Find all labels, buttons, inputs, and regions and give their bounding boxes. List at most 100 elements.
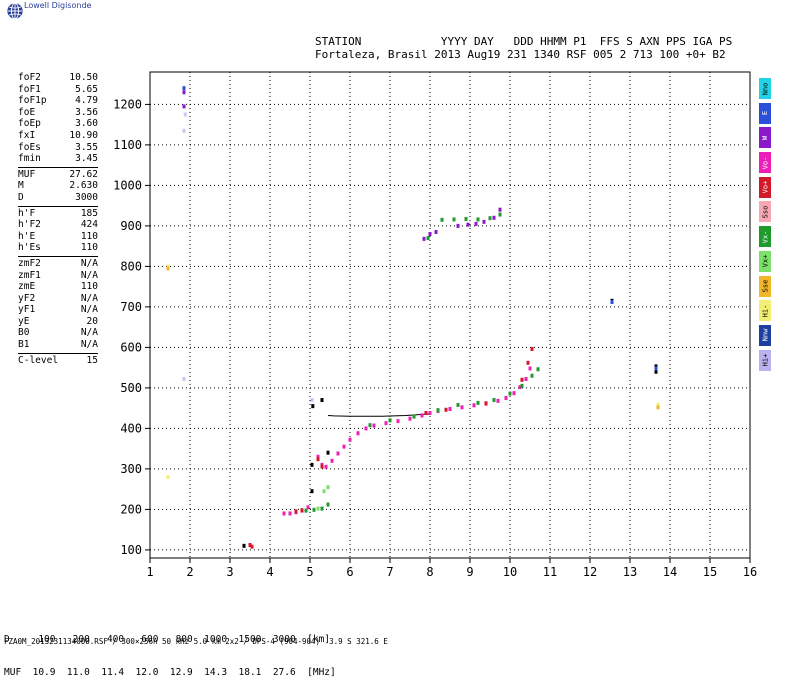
- muf-row: MUF 10.9 11.0 11.4 12.0 12.9 14.3 18.1 2…: [4, 667, 336, 678]
- parameter-value: 3.55: [75, 141, 98, 153]
- ionogram-chart: 1 2 3 4 5 6 7 8 9 10 11 12 13 14 15 1610020030040050060…: [113, 71, 757, 579]
- echo-point: [424, 411, 428, 416]
- echo-point: [476, 217, 480, 222]
- legend-item: Nnw: [759, 324, 771, 346]
- echo-point: [182, 104, 186, 109]
- echo-point: [498, 212, 502, 217]
- echo-point: [183, 112, 187, 117]
- echo-point: [488, 216, 492, 221]
- echo-point: [448, 406, 452, 411]
- x-tick-label: 7: [386, 565, 393, 579]
- x-tick-label: 1: [146, 565, 153, 579]
- legend-label: Vo+: [761, 180, 769, 194]
- digisonde-globe-icon: [7, 2, 23, 20]
- legend-item: Hi-: [759, 300, 771, 322]
- echo-point: [310, 398, 314, 403]
- echo-point: [456, 223, 460, 228]
- echo-point: [530, 347, 534, 352]
- echo-point: [166, 475, 170, 479]
- legend-item: W: [759, 127, 771, 149]
- parameter-name: foEp: [18, 118, 41, 130]
- echo-point: [242, 543, 246, 548]
- parameter-value: 424: [80, 219, 98, 231]
- echo-point: [288, 511, 292, 516]
- parameter-row: h'E 110: [18, 231, 98, 243]
- parameter-row: foF2 10.50: [18, 72, 98, 84]
- echo-point: [422, 236, 426, 241]
- parameter-name: yF1: [18, 304, 36, 316]
- echo-point: [330, 458, 334, 463]
- echo-point: [311, 404, 315, 409]
- echo-point: [528, 366, 532, 371]
- parameter-value: 15: [86, 354, 98, 366]
- echo-point: [464, 217, 468, 222]
- x-tick-label: 9: [466, 565, 473, 579]
- parameter-value: 185: [80, 207, 98, 219]
- y-tick-label: 600: [120, 340, 142, 354]
- plot-frame: [149, 71, 751, 559]
- echo-point: [326, 485, 330, 490]
- parameter-value: 110: [80, 242, 98, 254]
- echo-point: [656, 405, 660, 410]
- parameter-name: h'F2: [18, 219, 41, 231]
- parameter-name: fxI: [18, 129, 36, 141]
- x-tick-label: 10: [503, 565, 517, 579]
- parameter-row: D 3000: [18, 192, 98, 204]
- y-tick-label: 700: [120, 300, 142, 314]
- echo-point: [342, 444, 346, 449]
- legend-label: Hi+: [761, 353, 769, 367]
- parameter-value: 3.60: [75, 118, 98, 130]
- echo-point: [428, 232, 432, 236]
- parameter-value: 5.65: [75, 83, 98, 95]
- parameter-value: N/A: [80, 339, 98, 351]
- legend-item: Hi+: [759, 349, 771, 371]
- parameter-value: 2.630: [69, 180, 98, 192]
- echo-point: [310, 489, 314, 494]
- echo-point: [304, 508, 308, 513]
- parameter-row: foF1 5.65: [18, 84, 98, 96]
- parameter-row: zmF1 N/A: [18, 270, 98, 282]
- parameter-row: h'F 185: [18, 208, 98, 220]
- legend-item: Vx-: [759, 226, 771, 248]
- echo-point: [282, 511, 286, 516]
- echo-point: [492, 398, 496, 403]
- file-info-footer: FZA0M_2013231134000.RSF / 300×256h 50 kH…: [4, 637, 388, 646]
- x-tick-label: 13: [623, 565, 637, 579]
- echo-point: [412, 414, 416, 419]
- parameter-name: h'F: [18, 207, 36, 219]
- echo-point: [456, 402, 460, 407]
- parameter-group-separator: [18, 166, 98, 168]
- echo-point: [364, 426, 368, 431]
- echo-point: [384, 421, 388, 426]
- distance-row: D 100 200 400 600 800 1000 1500 3000 [km…: [4, 634, 331, 645]
- parameter-value: 110: [80, 230, 98, 242]
- echo-point: [428, 411, 432, 416]
- polarization-legend: Nno E W Vo- Vo+ Sso Vx- Vx+ Sse Hi- Nnw Hi+: [759, 78, 771, 374]
- legend-label: Sse: [761, 279, 769, 293]
- echo-point: [610, 300, 614, 305]
- y-tick-label: 1100: [113, 138, 142, 152]
- parameter-value: 20: [86, 315, 98, 327]
- parameter-row: foE 3.56: [18, 107, 98, 119]
- parameter-name: h'Es: [18, 242, 41, 254]
- parameter-row: zmF2 N/A: [18, 258, 98, 270]
- y-tick-label: 800: [120, 259, 142, 273]
- parameter-value: 3000: [75, 191, 98, 203]
- echo-point: [320, 506, 324, 511]
- echo-point: [484, 401, 488, 406]
- parameter-name: foEs: [18, 141, 41, 153]
- y-tick-label: 500: [120, 381, 142, 395]
- legend-item: Vo-: [759, 152, 771, 174]
- echo-point: [492, 215, 496, 220]
- parameter-name: foE: [18, 106, 36, 118]
- echo-point: [654, 366, 658, 371]
- parameter-row: foF1p 4.79: [18, 95, 98, 107]
- x-tick-label: 11: [543, 565, 557, 579]
- parameter-name: h'E: [18, 230, 36, 242]
- x-tick-label: 3: [226, 565, 233, 579]
- parameter-row: yF2 N/A: [18, 293, 98, 305]
- echo-point: [656, 402, 660, 407]
- parameter-name: D: [18, 191, 24, 203]
- legend-item: Vx+: [759, 250, 771, 272]
- parameter-value: N/A: [80, 257, 98, 269]
